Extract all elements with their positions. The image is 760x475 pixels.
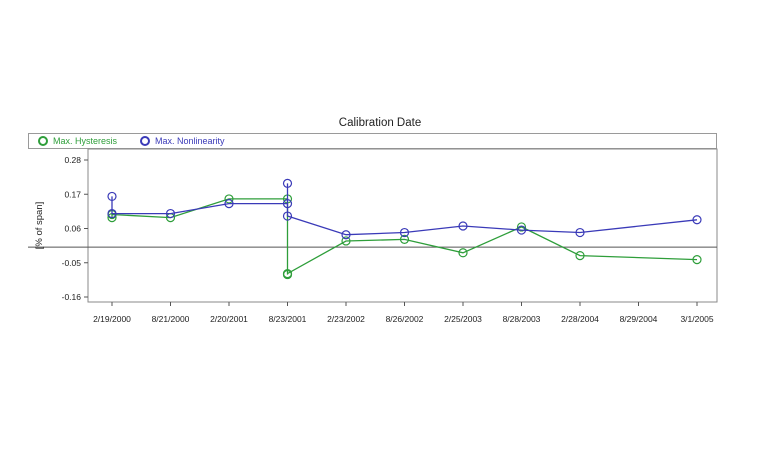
y-tick-label: -0.16 [62, 292, 82, 302]
data-point[interactable] [458, 221, 468, 231]
y-axis-title: [% of span] [34, 202, 45, 250]
data-point[interactable] [165, 208, 176, 219]
data-point[interactable] [224, 194, 234, 204]
data-point[interactable] [341, 236, 351, 246]
data-point[interactable] [692, 255, 702, 265]
chart-title: Calibration Date [338, 117, 422, 129]
legend-label-hysteresis: Max. Hysteresis [53, 136, 118, 146]
x-tick-label: 8/28/2003 [503, 314, 541, 324]
data-point[interactable] [399, 227, 410, 238]
x-tick-label: 2/28/2004 [561, 314, 599, 324]
legend-item-nonlinearity[interactable]: Max. Nonlinearity [140, 136, 225, 146]
x-tick-label: 2/20/2001 [210, 314, 248, 324]
y-tick-label: -0.05 [62, 258, 82, 268]
y-tick-label: 0.17 [64, 189, 81, 199]
data-point[interactable] [282, 269, 293, 279]
legend-marker-hysteresis [38, 136, 48, 146]
data-point[interactable] [516, 222, 527, 232]
data-point[interactable] [107, 208, 117, 219]
x-tick-label: 3/1/2005 [680, 314, 713, 324]
data-point[interactable] [282, 211, 293, 221]
data-point[interactable] [575, 227, 585, 238]
data-point[interactable] [399, 234, 410, 244]
x-tick-label: 8/26/2002 [386, 314, 424, 324]
data-point[interactable] [341, 230, 351, 240]
series-line [111, 183, 698, 236]
axes [28, 148, 718, 306]
data-point[interactable] [692, 215, 702, 225]
plot-frame [87, 148, 718, 303]
x-tick-label: 2/25/2003 [444, 314, 482, 324]
x-tick-label: 2/23/2002 [327, 314, 365, 324]
y-tick-label: 0.06 [64, 224, 81, 234]
series-1 [107, 178, 702, 240]
y-tick-label: 0.28 [64, 155, 81, 165]
data-point[interactable] [282, 178, 293, 188]
series [107, 178, 702, 280]
data-point[interactable] [282, 198, 293, 209]
x-tick-label: 8/21/2000 [152, 314, 190, 324]
data-point[interactable] [107, 191, 117, 202]
data-point[interactable] [516, 225, 527, 235]
x-tick-label: 8/29/2004 [620, 314, 658, 324]
data-point[interactable] [224, 198, 234, 209]
legend-item-hysteresis[interactable]: Max. Hysteresis [38, 136, 117, 146]
x-tick-label: 2/19/2000 [93, 314, 131, 324]
legend-marker-nonlinearity [140, 136, 151, 146]
x-tick-label: 8/23/2001 [269, 314, 307, 324]
data-point[interactable] [575, 250, 585, 261]
legend-label-nonlinearity: Max. Nonlinearity [155, 136, 225, 146]
tick-labels: 0.28 0.17 0.06 -0.05 -0.16 2/19/2000 8/21/2000… [34, 155, 714, 324]
data-point[interactable] [458, 248, 468, 258]
